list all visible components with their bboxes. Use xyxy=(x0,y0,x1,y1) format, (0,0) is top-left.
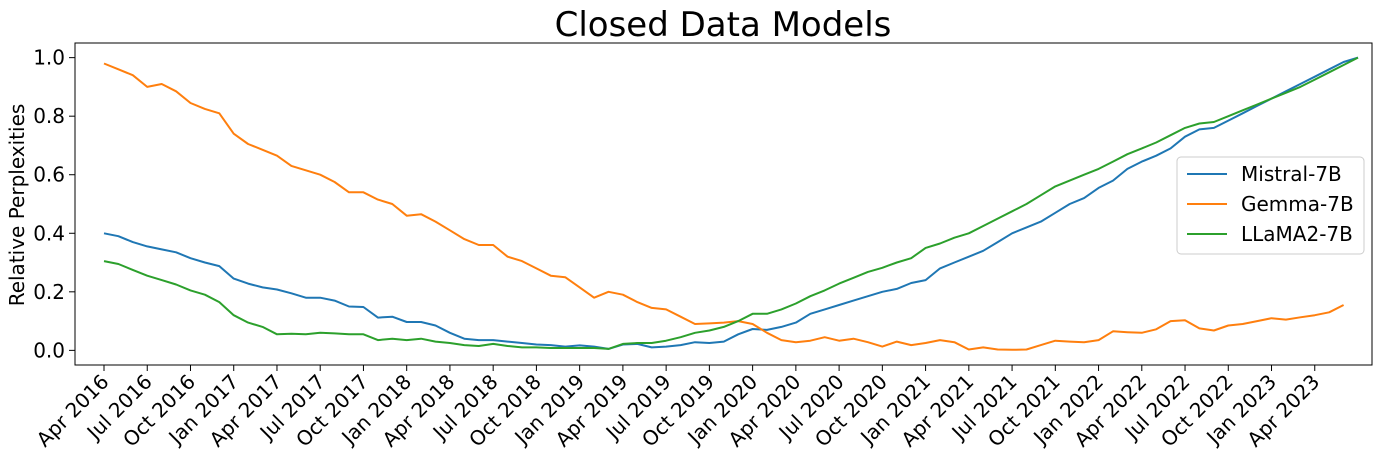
y-tick-label: 0.6 xyxy=(33,163,65,187)
legend-label: Gemma-7B xyxy=(1241,192,1354,216)
y-axis-label: Relative Perplexities xyxy=(5,104,29,307)
y-tick-label: 0.2 xyxy=(33,280,65,304)
y-tick-label: 0.8 xyxy=(33,104,65,128)
series-line-mistral-7b xyxy=(103,56,1359,350)
legend-label: Mistral-7B xyxy=(1241,162,1342,186)
plot-frame xyxy=(74,42,1373,366)
series-line-gemma-7b xyxy=(103,62,1345,351)
chart-title: Closed Data Models xyxy=(555,5,892,45)
legend: Mistral-7B Gemma-7B LLaMA2-7B xyxy=(1176,156,1365,255)
y-tick-label: 0.0 xyxy=(33,338,65,362)
y-tick-label: 0.4 xyxy=(33,221,65,245)
legend-box xyxy=(1176,156,1365,255)
legend-label: LLaMA2-7B xyxy=(1241,222,1353,246)
y-tick-label: 1.0 xyxy=(33,46,65,70)
series-line-llama2-7b xyxy=(103,56,1359,350)
